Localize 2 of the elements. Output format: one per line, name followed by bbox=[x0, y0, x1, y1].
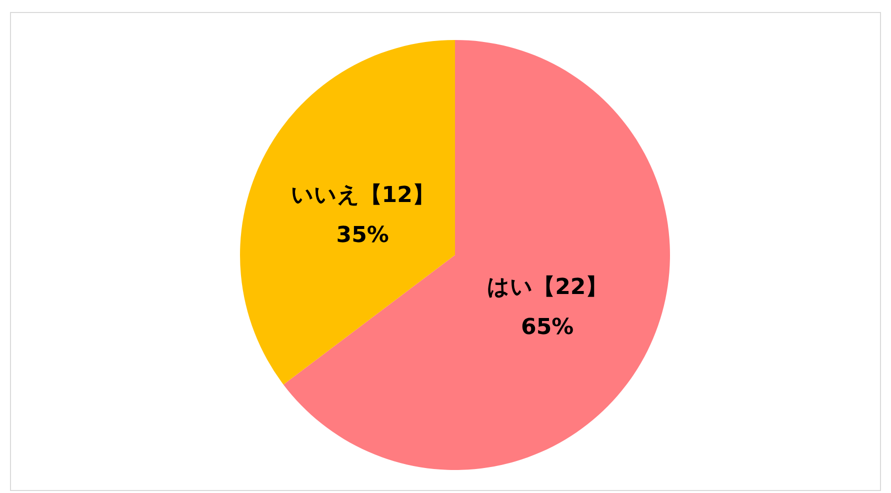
slice-label: はい【22】 65% bbox=[487, 275, 608, 340]
slice-label: いいえ【12】 35% bbox=[290, 183, 434, 248]
